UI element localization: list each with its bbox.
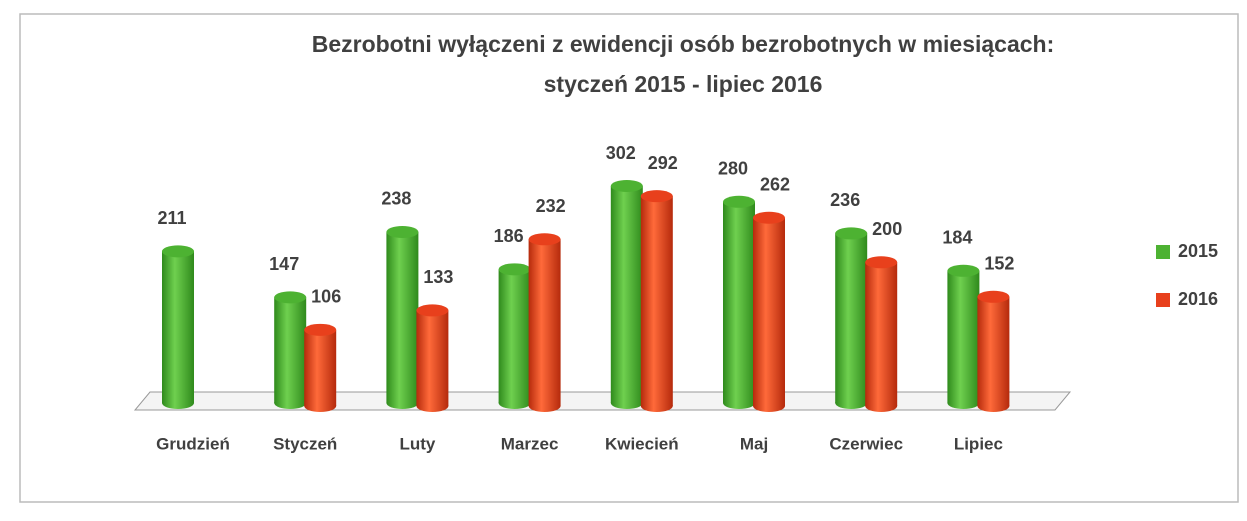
data-label: 292: [648, 153, 678, 173]
bar-body: [416, 310, 449, 406]
bar-body: [977, 296, 1010, 406]
bar-body: [386, 231, 419, 403]
legend-swatch: [1156, 293, 1170, 307]
bar-body: [274, 297, 307, 403]
bar-body: [835, 233, 868, 403]
data-label: 280: [718, 159, 748, 179]
bar-body: [528, 239, 561, 406]
data-label: 262: [760, 174, 790, 194]
chart-title: styczeń 2015 - lipiec 2016: [544, 71, 823, 97]
bar-top: [274, 291, 307, 304]
bar: [835, 227, 868, 409]
data-label: 133: [423, 267, 453, 287]
bar-body: [947, 270, 980, 403]
data-label: 302: [606, 143, 636, 163]
bar-top: [498, 263, 531, 276]
x-tick-label: Lipiec: [954, 434, 1003, 453]
bar-top: [835, 227, 868, 240]
bar-top: [416, 304, 449, 317]
bar-body: [498, 269, 531, 403]
x-tick-label: Luty: [399, 434, 435, 453]
bar-body: [162, 251, 194, 403]
legend-label: 2015: [1178, 241, 1218, 261]
data-label: 236: [830, 190, 860, 210]
bar-body: [610, 186, 643, 403]
x-tick-label: Grudzień: [156, 434, 230, 453]
bar: [977, 290, 1010, 412]
bar: [416, 304, 449, 412]
bar-top: [304, 323, 337, 336]
bar-top: [528, 233, 561, 246]
bar: [528, 233, 561, 412]
data-label: 238: [381, 189, 411, 209]
chart-title: Bezrobotni wyłączeni z ewidencji osób be…: [312, 31, 1055, 57]
x-tick-label: Maj: [740, 434, 768, 453]
data-label: 152: [984, 254, 1014, 274]
data-label: 211: [157, 208, 186, 228]
data-label: 147: [269, 254, 299, 274]
bar: [386, 225, 419, 409]
bar-body: [753, 217, 785, 406]
data-label: 186: [494, 226, 524, 246]
x-tick-label: Kwiecień: [605, 434, 679, 453]
data-label: 232: [536, 196, 566, 216]
bar: [640, 190, 673, 412]
bar: [162, 245, 194, 409]
bar: [610, 180, 643, 409]
bar-body: [640, 196, 673, 406]
legend-swatch: [1156, 245, 1170, 259]
bar-top: [723, 195, 755, 208]
x-tick-label: Czerwiec: [829, 434, 903, 453]
data-label: 184: [942, 228, 972, 248]
bar: [723, 195, 755, 409]
x-tick-label: Marzec: [501, 434, 559, 453]
bar-top: [610, 180, 643, 192]
bar: [865, 256, 898, 412]
legend-label: 2016: [1178, 289, 1218, 309]
x-tick-label: Styczeń: [273, 434, 337, 453]
bar-top: [640, 190, 673, 203]
data-label: 200: [872, 219, 902, 239]
bar-top: [162, 245, 194, 258]
bar: [274, 291, 307, 409]
bar-top: [386, 225, 419, 238]
bar: [304, 323, 337, 412]
bar-top: [865, 256, 898, 269]
bar: [947, 264, 980, 409]
bar: [498, 263, 531, 409]
bar-body: [304, 329, 337, 406]
bar-top: [947, 264, 980, 277]
data-label: 106: [311, 287, 341, 307]
bar-top: [977, 290, 1010, 303]
bar-body: [723, 201, 755, 403]
bar: [753, 211, 785, 412]
bar-body: [865, 262, 898, 406]
bar-top: [753, 211, 785, 224]
